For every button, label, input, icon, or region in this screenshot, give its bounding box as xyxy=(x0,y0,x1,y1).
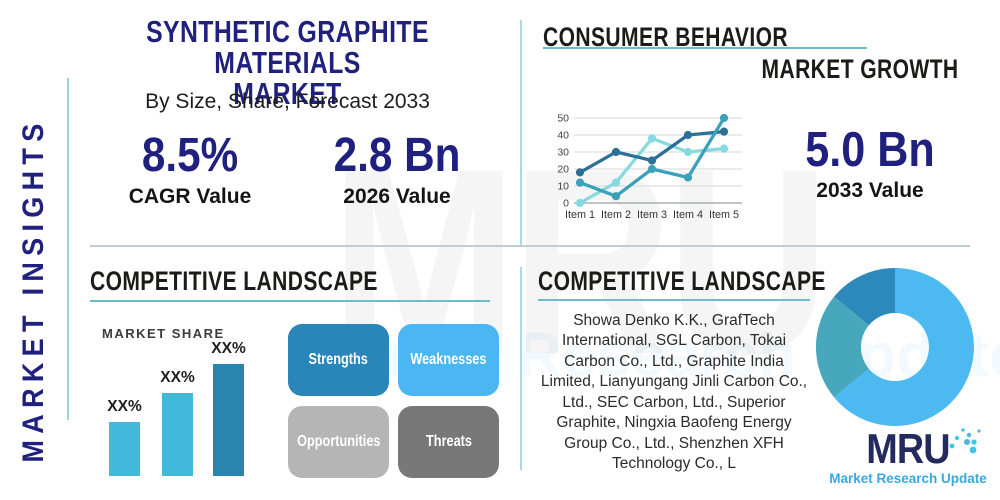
swot-opportunities-box: Opportunities xyxy=(288,406,389,478)
market-share-label: MARKET SHARE xyxy=(102,326,225,341)
competitive-landscape-right-title: COMPETITIVE LANDSCAPE xyxy=(538,266,826,296)
cagr-label: CAGR Value xyxy=(128,185,252,208)
bar-value-label: XX% xyxy=(160,369,195,386)
data-point xyxy=(683,173,693,182)
competitive-landscape-left-title: COMPETITIVE LANDSCAPE xyxy=(90,266,378,296)
mru-logo: MRU Market Research Update xyxy=(828,425,988,487)
cagr-value: 8.5% xyxy=(141,129,239,182)
x-tick-label: Item 2 xyxy=(601,209,631,221)
donut-chart-svg xyxy=(815,267,974,426)
bar-chart: XX% XX% XX% xyxy=(95,339,265,476)
data-point xyxy=(719,144,729,153)
data-point xyxy=(647,134,657,143)
x-tick-label: Item 3 xyxy=(637,209,667,221)
y-tick-label: 30 xyxy=(557,147,569,159)
swot-strengths-box: Strengths xyxy=(288,324,389,396)
swot-opportunities-label: Opportunities xyxy=(296,433,381,450)
market-share-bar xyxy=(109,422,140,476)
value-2026: 2.8 Bn xyxy=(333,129,461,182)
line-chart-svg: 0 10 20 30 40 50 Item 1 Item 2 Item 3 Item 4 Item … xyxy=(557,113,742,221)
market-insights-vertical-label: MARKET INSIGHTS xyxy=(17,117,50,463)
swot-threats-label: Threats xyxy=(425,433,472,450)
donut-chart xyxy=(814,266,976,428)
donut-slice-teal xyxy=(815,296,869,398)
market-share-bar xyxy=(213,364,244,476)
bar-value-label: XX% xyxy=(107,398,142,415)
mru-logo-text: MRU xyxy=(866,425,950,472)
x-tick-label: Item 5 xyxy=(709,209,739,221)
data-point xyxy=(647,156,657,165)
y-tick-label: 40 xyxy=(557,130,569,142)
company-list: Showa Denko K.K., GrafTech International… xyxy=(540,312,808,473)
data-point xyxy=(683,130,693,140)
donut-slice-light-blue xyxy=(834,268,974,426)
stat-2026-value: 2.8 Bn 2026 Value xyxy=(297,130,497,209)
stat-2033-value: 5.0 Bn 2033 Value xyxy=(780,124,960,203)
swot-strengths-label: Strengths xyxy=(308,351,369,368)
swot-weaknesses-label: Weaknesses xyxy=(410,351,487,368)
page-title-line1: SYNTHETIC GRAPHITE MATERIALS xyxy=(146,14,429,80)
data-point xyxy=(575,198,585,208)
horizontal-divider xyxy=(90,245,970,247)
data-point xyxy=(719,127,729,136)
data-point xyxy=(611,178,621,187)
left-rail-divider xyxy=(67,78,69,420)
mru-logo-tagline: Market Research Update xyxy=(829,471,987,486)
swot-grid: Strengths Weaknesses Opportunities Threa… xyxy=(288,324,500,479)
value-2033: 5.0 Bn xyxy=(805,123,935,177)
competitive-landscape-right-underline xyxy=(538,299,810,301)
data-point xyxy=(719,113,729,123)
y-tick-label: 20 xyxy=(557,164,569,176)
line-chart: 0 10 20 30 40 50 Item 1 Item 2 Item 3 Item 4 Item … xyxy=(536,106,748,224)
bar-value-label: XX% xyxy=(211,340,246,357)
swot-threats-box: Threats xyxy=(398,406,499,478)
market-growth-title: MARKET GROWTH xyxy=(761,54,958,84)
donut-slice-dark-blue xyxy=(834,267,895,326)
y-tick-label: 0 xyxy=(563,198,569,210)
label-2026: 2026 Value xyxy=(343,185,451,208)
data-point xyxy=(575,168,585,177)
vertical-divider-top xyxy=(520,20,522,246)
logo-splash-icon xyxy=(949,428,981,454)
y-tick-label: 10 xyxy=(557,181,569,193)
competitive-landscape-left-underline xyxy=(90,300,490,302)
data-point xyxy=(575,178,585,187)
stat-cagr: 8.5% CAGR Value xyxy=(90,130,290,209)
swot-weaknesses-box: Weaknesses xyxy=(398,324,499,396)
vertical-divider-bottom xyxy=(520,267,522,470)
data-point xyxy=(611,192,621,201)
consumer-behavior-underline xyxy=(543,47,867,49)
page-title: SYNTHETIC GRAPHITE MATERIALS MARKET xyxy=(110,16,466,109)
market-share-bar xyxy=(162,393,193,476)
x-tick-label: Item 4 xyxy=(673,209,703,221)
data-point xyxy=(683,147,693,157)
y-tick-label: 50 xyxy=(557,113,569,125)
page-subtitle: By Size, Share, Forecast 2033 xyxy=(145,90,430,113)
page-title-line2: MARKET xyxy=(233,76,342,111)
x-tick-label: Item 1 xyxy=(565,209,595,221)
data-point xyxy=(647,164,657,174)
data-point xyxy=(611,147,621,157)
label-2033: 2033 Value xyxy=(816,179,924,202)
